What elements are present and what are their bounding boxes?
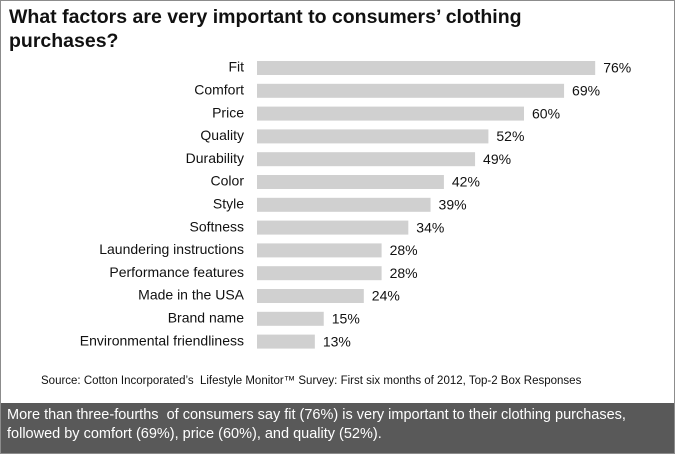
category-label: Performance features bbox=[109, 264, 244, 280]
chart: Fit 76% Comfort 69% Price 60% Quality 52% Durabi… bbox=[80, 59, 631, 350]
bar bbox=[257, 106, 524, 121]
bar bbox=[257, 175, 444, 189]
bar bbox=[257, 289, 364, 303]
bar bbox=[257, 334, 315, 349]
value-label: 28% bbox=[390, 242, 418, 258]
value-label: 13% bbox=[323, 333, 351, 349]
bar bbox=[257, 243, 382, 258]
value-label: 76% bbox=[603, 60, 631, 76]
category-label: Brand name bbox=[168, 310, 244, 326]
category-label: Softness bbox=[190, 218, 244, 234]
source-note: Source: Cotton Incorporated’s Lifestyle … bbox=[41, 375, 582, 387]
value-label: 24% bbox=[372, 288, 400, 304]
value-label: 60% bbox=[532, 105, 560, 121]
value-label: 34% bbox=[416, 219, 444, 235]
bar bbox=[257, 152, 476, 167]
bar bbox=[257, 83, 565, 98]
value-label: 42% bbox=[452, 174, 480, 190]
bar bbox=[257, 129, 489, 144]
category-label: Fit bbox=[228, 59, 244, 75]
bar bbox=[257, 266, 382, 281]
category-label: Comfort bbox=[194, 82, 244, 98]
chart-title: What factors are very important to consu… bbox=[9, 6, 522, 52]
bar bbox=[257, 197, 431, 212]
value-label: 49% bbox=[483, 151, 511, 167]
value-label: 52% bbox=[496, 128, 524, 144]
category-label: Style bbox=[213, 196, 244, 212]
value-label: 15% bbox=[332, 311, 360, 327]
bar bbox=[257, 311, 324, 326]
category-label: Environmental friendliness bbox=[80, 332, 244, 348]
bar bbox=[257, 220, 409, 235]
value-label: 39% bbox=[439, 197, 467, 213]
category-label: Price bbox=[212, 104, 244, 120]
category-label: Laundering instructions bbox=[99, 241, 244, 257]
category-label: Made in the USA bbox=[138, 287, 244, 303]
value-label: 28% bbox=[390, 265, 418, 281]
category-label: Durability bbox=[186, 150, 244, 166]
value-label: 69% bbox=[572, 83, 600, 99]
bar bbox=[257, 61, 596, 75]
caption: More than three-fourths of consumers say… bbox=[1, 403, 674, 453]
category-label: Color bbox=[211, 173, 245, 189]
category-label: Quality bbox=[200, 127, 244, 143]
